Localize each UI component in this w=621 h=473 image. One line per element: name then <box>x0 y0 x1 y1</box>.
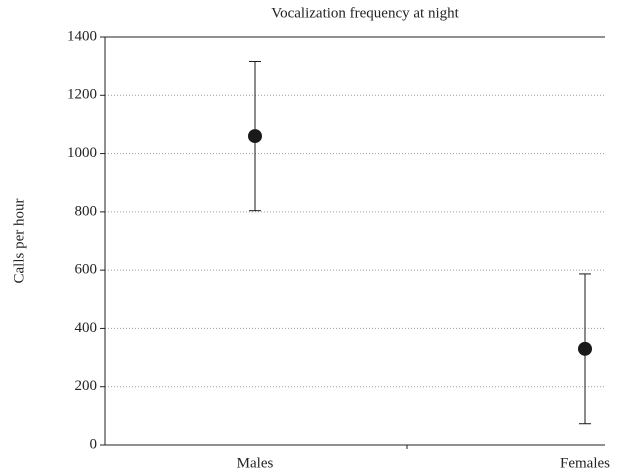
chart-title: Vocalization frequency at night <box>271 5 459 21</box>
y-tick-label: 600 <box>75 262 98 278</box>
y-axis-label: Calls per hour <box>11 199 27 284</box>
point <box>248 129 262 144</box>
point <box>578 341 592 356</box>
x-tick-label: Males <box>237 455 274 471</box>
y-tick-label: 1400 <box>67 28 97 44</box>
x-tick-label: Females <box>560 455 610 471</box>
y-tick-label: 1000 <box>67 145 97 161</box>
y-tick-label: 800 <box>75 203 98 219</box>
y-tick-label: 1200 <box>67 87 97 103</box>
y-tick-label: 400 <box>75 320 98 336</box>
y-tick-label: 200 <box>75 378 98 394</box>
y-tick-label: 0 <box>90 436 98 452</box>
